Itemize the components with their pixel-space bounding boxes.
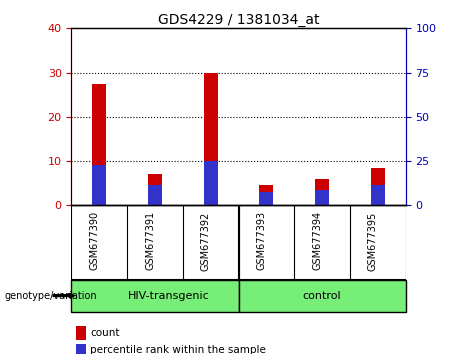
Bar <box>260 185 273 205</box>
Bar <box>92 84 106 205</box>
Bar <box>92 166 106 205</box>
Bar <box>71 280 239 312</box>
Text: genotype/variation: genotype/variation <box>5 291 97 301</box>
Text: GSM677392: GSM677392 <box>201 211 211 270</box>
Bar <box>204 161 218 205</box>
Bar <box>260 192 273 205</box>
Bar <box>315 179 329 205</box>
Bar <box>371 168 385 205</box>
Text: percentile rank within the sample: percentile rank within the sample <box>90 346 266 354</box>
Bar <box>204 73 218 205</box>
Bar <box>238 280 406 312</box>
Text: GSM677390: GSM677390 <box>89 211 99 270</box>
Bar <box>148 185 162 205</box>
Text: GSM677394: GSM677394 <box>312 211 322 270</box>
Text: control: control <box>303 291 342 301</box>
Title: GDS4229 / 1381034_at: GDS4229 / 1381034_at <box>158 13 319 27</box>
Text: GSM677391: GSM677391 <box>145 211 155 270</box>
Text: HIV-transgenic: HIV-transgenic <box>128 291 210 301</box>
Text: count: count <box>90 328 119 338</box>
Bar <box>315 190 329 205</box>
Text: GSM677393: GSM677393 <box>256 211 266 270</box>
Bar <box>371 185 385 205</box>
Bar <box>148 175 162 205</box>
Text: GSM677395: GSM677395 <box>368 211 378 270</box>
